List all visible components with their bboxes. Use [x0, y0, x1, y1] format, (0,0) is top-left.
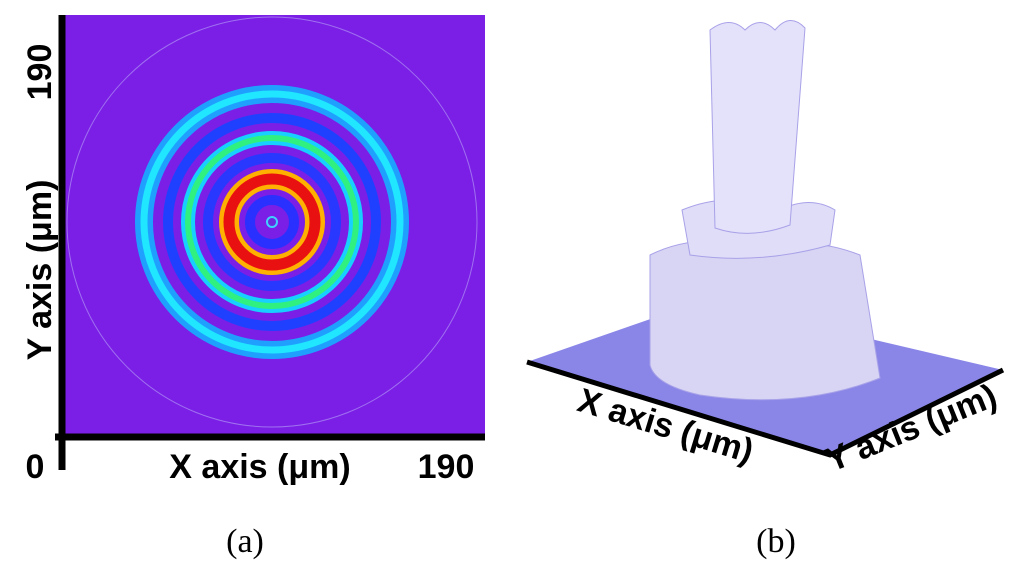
- x-max-label: 190: [418, 448, 475, 486]
- center: [266, 216, 278, 228]
- inner-cylinder: [709, 20, 806, 234]
- faint-ring: [66, 16, 478, 428]
- ring: [185, 135, 359, 309]
- x-axis-label: X axis (μm): [169, 448, 350, 486]
- panel-b: X axis (μm) Y axis (μm) (b): [526, 20, 1005, 560]
- x-min-label: 0: [26, 448, 45, 486]
- y-axis-label: Y axis (μm): [21, 180, 59, 361]
- caption: (a): [226, 523, 264, 560]
- ring: [203, 153, 341, 291]
- ring: [223, 173, 321, 271]
- y-max-label: 190: [21, 44, 59, 101]
- caption: (b): [756, 523, 796, 560]
- base-edge: [526, 359, 1005, 458]
- ring: [140, 90, 404, 354]
- outer-cylinder: [649, 240, 881, 401]
- ring: [245, 195, 299, 249]
- ring: [163, 113, 381, 331]
- panel-a: 190 Y axis (μm) 0 X axis (μm) 190 (a): [21, 15, 485, 560]
